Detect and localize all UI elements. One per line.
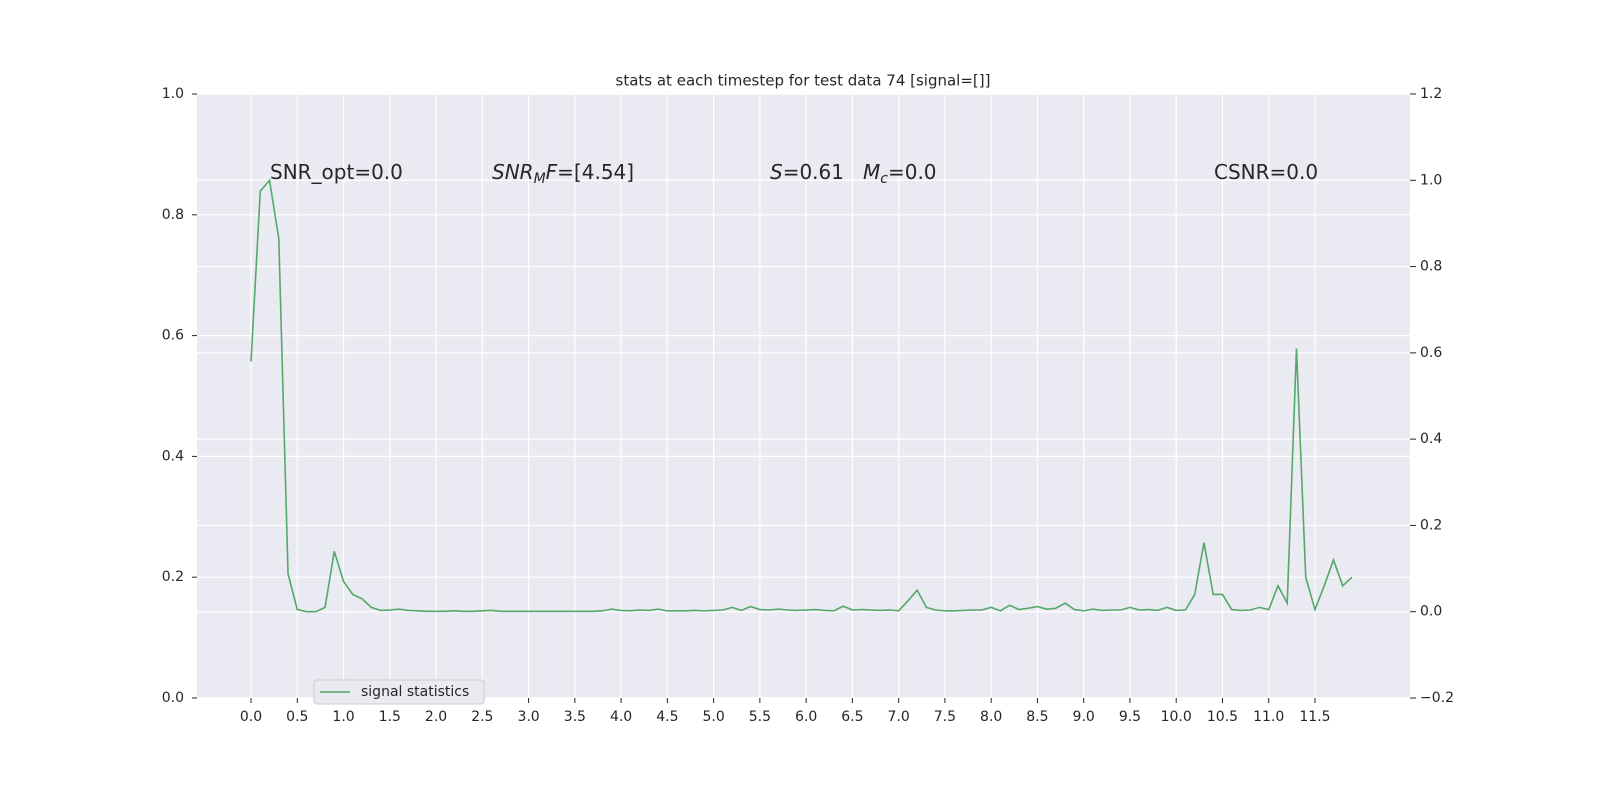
x-tick-label: 5.0	[702, 709, 724, 725]
legend: signal statistics	[313, 679, 485, 705]
y2-tick-label: 0.6	[1420, 345, 1442, 361]
x-tick-label: 4.0	[610, 709, 632, 725]
annotation: SNR_opt=0.0	[270, 160, 403, 184]
x-tick-label: 1.5	[379, 709, 401, 725]
x-tick-label: 1.0	[332, 709, 354, 725]
y-tick-label: 0.8	[162, 207, 184, 223]
y2-tick-label: 0.2	[1420, 517, 1442, 533]
x-tick-label: 0.0	[240, 709, 262, 725]
y2-tick-label: −0.2	[1420, 690, 1454, 706]
x-tick-label: 0.5	[286, 709, 308, 725]
y-tick-label: 0.2	[162, 569, 184, 585]
annotation: Mc=0.0	[863, 160, 937, 188]
y2-tick-label: 0.0	[1420, 604, 1442, 620]
annotation-part: CSNR=0.0	[1214, 160, 1318, 184]
x-tick-label: 11.0	[1253, 709, 1284, 725]
annotation: S=0.61	[770, 160, 844, 184]
legend-label: signal statistics	[361, 684, 469, 700]
x-tick-label: 3.5	[564, 709, 586, 725]
x-tick-label: 10.0	[1161, 709, 1192, 725]
x-tick-label: 6.5	[841, 709, 863, 725]
x-tick-label: 8.5	[1026, 709, 1048, 725]
y2-tick-label: 1.0	[1420, 172, 1442, 188]
annotation-part: SNR	[492, 160, 534, 184]
annotation-part: F	[546, 160, 558, 184]
x-tick-label: 7.5	[934, 709, 956, 725]
grid	[197, 93, 1410, 699]
x-tick-label: 7.0	[888, 709, 910, 725]
y-tick-label: 0.4	[162, 448, 184, 464]
x-tick-label: 11.5	[1299, 709, 1330, 725]
annotation: CSNR=0.0	[1214, 160, 1318, 184]
y2-tick-label: 0.4	[1420, 431, 1442, 447]
x-tick-label: 2.5	[471, 709, 493, 725]
y-tick-label: 0.6	[162, 328, 184, 344]
y2-tick-label: 0.8	[1420, 259, 1442, 275]
annotation-part: =0.61	[783, 160, 844, 184]
annotation-part: M	[534, 171, 546, 187]
annotation: SNRMF=[4.54]	[492, 160, 634, 188]
x-tick-label: 9.5	[1119, 709, 1141, 725]
x-tick-label: 6.0	[795, 709, 817, 725]
annotation-part: S	[770, 160, 783, 184]
x-tick-label: 2.0	[425, 709, 447, 725]
annotation-part: =[4.54]	[557, 160, 634, 184]
chart-title: stats at each timestep for test data 74 …	[616, 72, 991, 90]
y-tick-label: 1.0	[162, 86, 184, 102]
x-tick-label: 5.5	[749, 709, 771, 725]
series-line	[250, 178, 1353, 613]
x-tick-label: 4.5	[656, 709, 678, 725]
y2-tick-label: 1.2	[1420, 86, 1442, 102]
plot-area	[197, 94, 1410, 698]
annotation-part: SNR_opt=0.0	[270, 160, 403, 184]
x-tick-label: 8.0	[980, 709, 1002, 725]
x-tick-label: 10.5	[1207, 709, 1238, 725]
legend-box	[313, 679, 485, 705]
annotation-part: c	[880, 171, 888, 187]
annotation-part: M	[863, 160, 880, 184]
x-tick-label: 3.0	[517, 709, 539, 725]
y-tick-label: 0.0	[162, 690, 184, 706]
x-tick-label: 9.0	[1073, 709, 1095, 725]
annotation-part: =0.0	[888, 160, 937, 184]
